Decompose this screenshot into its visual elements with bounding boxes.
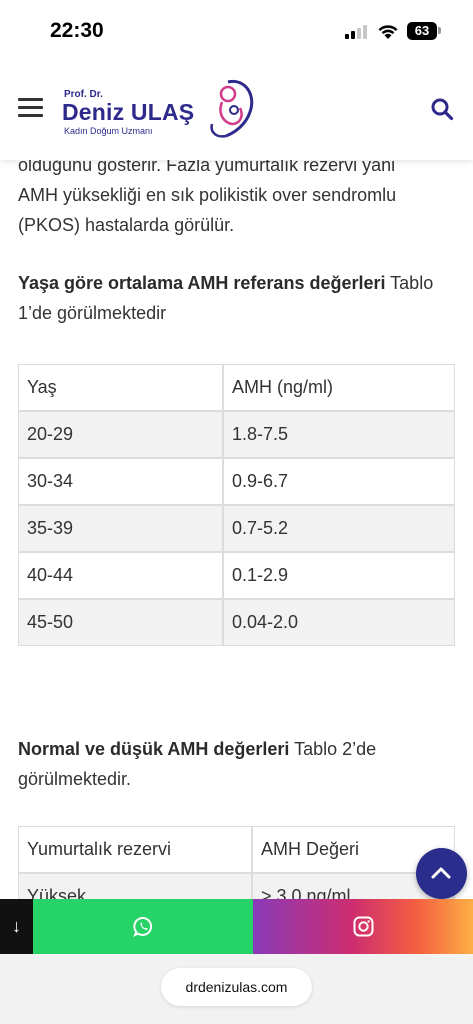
- section2-heading: Normal ve düşük AMH değerleri Tablo 2’de…: [18, 734, 458, 794]
- status-bar: 22:30 63: [0, 0, 473, 62]
- table-header-row: Yumurtalık rezervi AMH Değeri: [18, 826, 455, 873]
- intro-line-2: AMH yüksekliği en sık polikistik over se…: [18, 185, 397, 205]
- table-header-cell: AMH (ng/ml): [223, 364, 455, 411]
- hamburger-menu-icon[interactable]: [18, 98, 43, 118]
- browser-bottom-bar: drdenizulas.com: [0, 954, 473, 1024]
- battery-cap-icon: [438, 27, 441, 34]
- table-header-cell: Yumurtalık rezervi: [18, 826, 252, 873]
- table-cell: 0.1-2.9: [223, 552, 455, 599]
- cellular-signal-icon: [345, 25, 371, 39]
- intro-line-1: olduğunu gösterir. Fazla yumurtalık reze…: [18, 155, 396, 175]
- table-cell: 0.7-5.2: [223, 505, 455, 552]
- chevron-up-icon: [431, 867, 451, 879]
- section1-rest: Tablo 1’de görülmektedir: [18, 273, 434, 323]
- scroll-to-top-button[interactable]: [416, 848, 467, 899]
- search-icon[interactable]: [430, 97, 454, 121]
- address-bar[interactable]: drdenizulas.com: [161, 968, 312, 1006]
- instagram-button[interactable]: [253, 899, 473, 954]
- site-logo[interactable]: Prof. Dr. Deniz ULAŞ Kadın Doğum Uzmanı: [60, 76, 260, 144]
- table-header-row: Yaş AMH (ng/ml): [18, 364, 455, 411]
- amh-age-table: Yaş AMH (ng/ml) 20-29 1.8-7.5 30-34 0.9-…: [18, 364, 455, 646]
- table-cell: 30-34: [18, 458, 223, 505]
- table-cell: 40-44: [18, 552, 223, 599]
- table-row: 35-39 0.7-5.2: [18, 505, 455, 552]
- table-cell: 1.8-7.5: [223, 411, 455, 458]
- table-cell: 0.04-2.0: [223, 599, 455, 646]
- logo-subtitle: Kadın Doğum Uzmanı: [64, 126, 153, 136]
- battery-indicator: 63: [407, 22, 437, 40]
- scroll-down-button[interactable]: ↓: [0, 899, 33, 954]
- table-row: 40-44 0.1-2.9: [18, 552, 455, 599]
- site-header: Prof. Dr. Deniz ULAŞ Kadın Doğum Uzmanı: [0, 62, 473, 160]
- section2-rest: Tablo 2’de görülmektedir.: [18, 739, 377, 789]
- status-time: 22:30: [50, 19, 104, 42]
- contact-action-bar: ↓: [0, 899, 473, 954]
- section1-heading: Yaşa göre ortalama AMH referans değerler…: [18, 268, 458, 328]
- section2-bold: Normal ve düşük AMH değerleri: [18, 739, 290, 759]
- table-row: 20-29 1.8-7.5: [18, 411, 455, 458]
- whatsapp-button[interactable]: [33, 899, 253, 954]
- table-cell: 35-39: [18, 505, 223, 552]
- whatsapp-icon: [133, 916, 153, 937]
- wifi-icon: [378, 25, 398, 39]
- table-row: 30-34 0.9-6.7: [18, 458, 455, 505]
- instagram-icon: [353, 916, 374, 937]
- logo-prefix: Prof. Dr.: [64, 89, 103, 100]
- intro-line-3: (PKOS) hastalarda görülür.: [18, 215, 235, 235]
- mother-baby-logo-icon: [210, 79, 254, 138]
- table-cell: 20-29: [18, 411, 223, 458]
- table-cell: 0.9-6.7: [223, 458, 455, 505]
- table-header-cell: Yaş: [18, 364, 223, 411]
- table-row: 45-50 0.04-2.0: [18, 599, 455, 646]
- table-cell: 45-50: [18, 599, 223, 646]
- section1-bold: Yaşa göre ortalama AMH referans değerler…: [18, 273, 386, 293]
- logo-name: Deniz ULAŞ: [62, 99, 195, 125]
- article-content: olduğunu gösterir. Fazla yumurtalık reze…: [18, 150, 458, 328]
- table-header-cell: AMH Değeri: [252, 826, 455, 873]
